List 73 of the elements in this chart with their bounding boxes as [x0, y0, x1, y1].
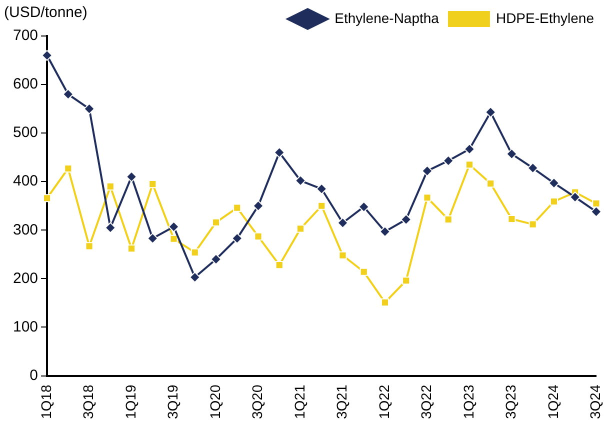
point: [422, 165, 433, 176]
legend-label: HDPE-Ethylene: [496, 10, 594, 26]
point: [212, 218, 220, 226]
x-tick-label: 3Q18: [80, 384, 96, 419]
point: [318, 202, 326, 210]
point: [254, 232, 262, 240]
point: [423, 194, 432, 202]
point: [592, 199, 600, 208]
point: [84, 103, 95, 114]
point: [358, 201, 370, 212]
point: [442, 155, 454, 166]
y-axis-title: (USD/tonne): [4, 4, 88, 21]
point: [337, 217, 348, 228]
point: [126, 171, 138, 182]
x-tick-label: 3Q19: [164, 384, 181, 419]
point: [170, 234, 178, 243]
point: [233, 204, 242, 212]
point: [590, 206, 602, 218]
point: [465, 160, 474, 169]
legend-label: Ethylene-Naptha: [334, 10, 440, 26]
point: [274, 146, 285, 158]
point: [338, 251, 347, 260]
x-tick-label: 3Q23: [502, 384, 519, 419]
x-tick-label: 1Q23: [460, 384, 476, 419]
x-tick-label: 1Q21: [291, 384, 308, 419]
point: [148, 180, 157, 188]
point: [380, 298, 390, 306]
point: [485, 106, 496, 118]
point: [528, 220, 537, 228]
x-tick-label: 1Q18: [38, 384, 54, 419]
point: [402, 276, 410, 285]
point: [275, 261, 284, 270]
y-tick-label: 100: [12, 318, 38, 336]
y-tick-label: 700: [12, 27, 38, 44]
x-tick-label: 3Q21: [334, 384, 350, 419]
point: [444, 215, 452, 224]
point: [104, 222, 116, 234]
point: [548, 178, 560, 189]
point: [570, 192, 581, 203]
point: [168, 221, 180, 232]
point: [316, 183, 328, 194]
y-tick-label: 0: [30, 366, 38, 384]
x-tick-label: 1Q24: [544, 384, 561, 419]
point: [232, 232, 243, 244]
x-tick-label: 3Q22: [418, 384, 434, 419]
point: [527, 162, 538, 174]
point: [210, 254, 222, 265]
point: [296, 224, 305, 233]
point: [42, 50, 53, 61]
x-tick-label: 1Q20: [206, 384, 223, 419]
point: [400, 214, 412, 225]
point: [360, 268, 368, 276]
x-tick-label: 3Q24: [587, 384, 604, 419]
y-tick-label: 600: [12, 76, 38, 93]
x-tick-label: 1Q22: [376, 384, 392, 419]
y-tick-label: 200: [12, 270, 38, 287]
x-tick-label: 3Q20: [249, 384, 266, 419]
point: [252, 200, 264, 212]
point: [106, 182, 114, 190]
y-tick-label: 300: [12, 221, 38, 238]
point: [379, 226, 390, 238]
point: [486, 180, 495, 188]
point: [464, 144, 475, 155]
point: [127, 244, 136, 253]
point: [294, 175, 306, 186]
y-tick-label: 400: [12, 172, 38, 190]
point: [189, 272, 200, 283]
point: [506, 148, 518, 160]
x-tick-label: 1Q19: [122, 384, 138, 419]
point: [62, 88, 74, 100]
y-tick-label: 500: [12, 124, 38, 142]
point: [85, 242, 94, 250]
point: [147, 232, 158, 244]
